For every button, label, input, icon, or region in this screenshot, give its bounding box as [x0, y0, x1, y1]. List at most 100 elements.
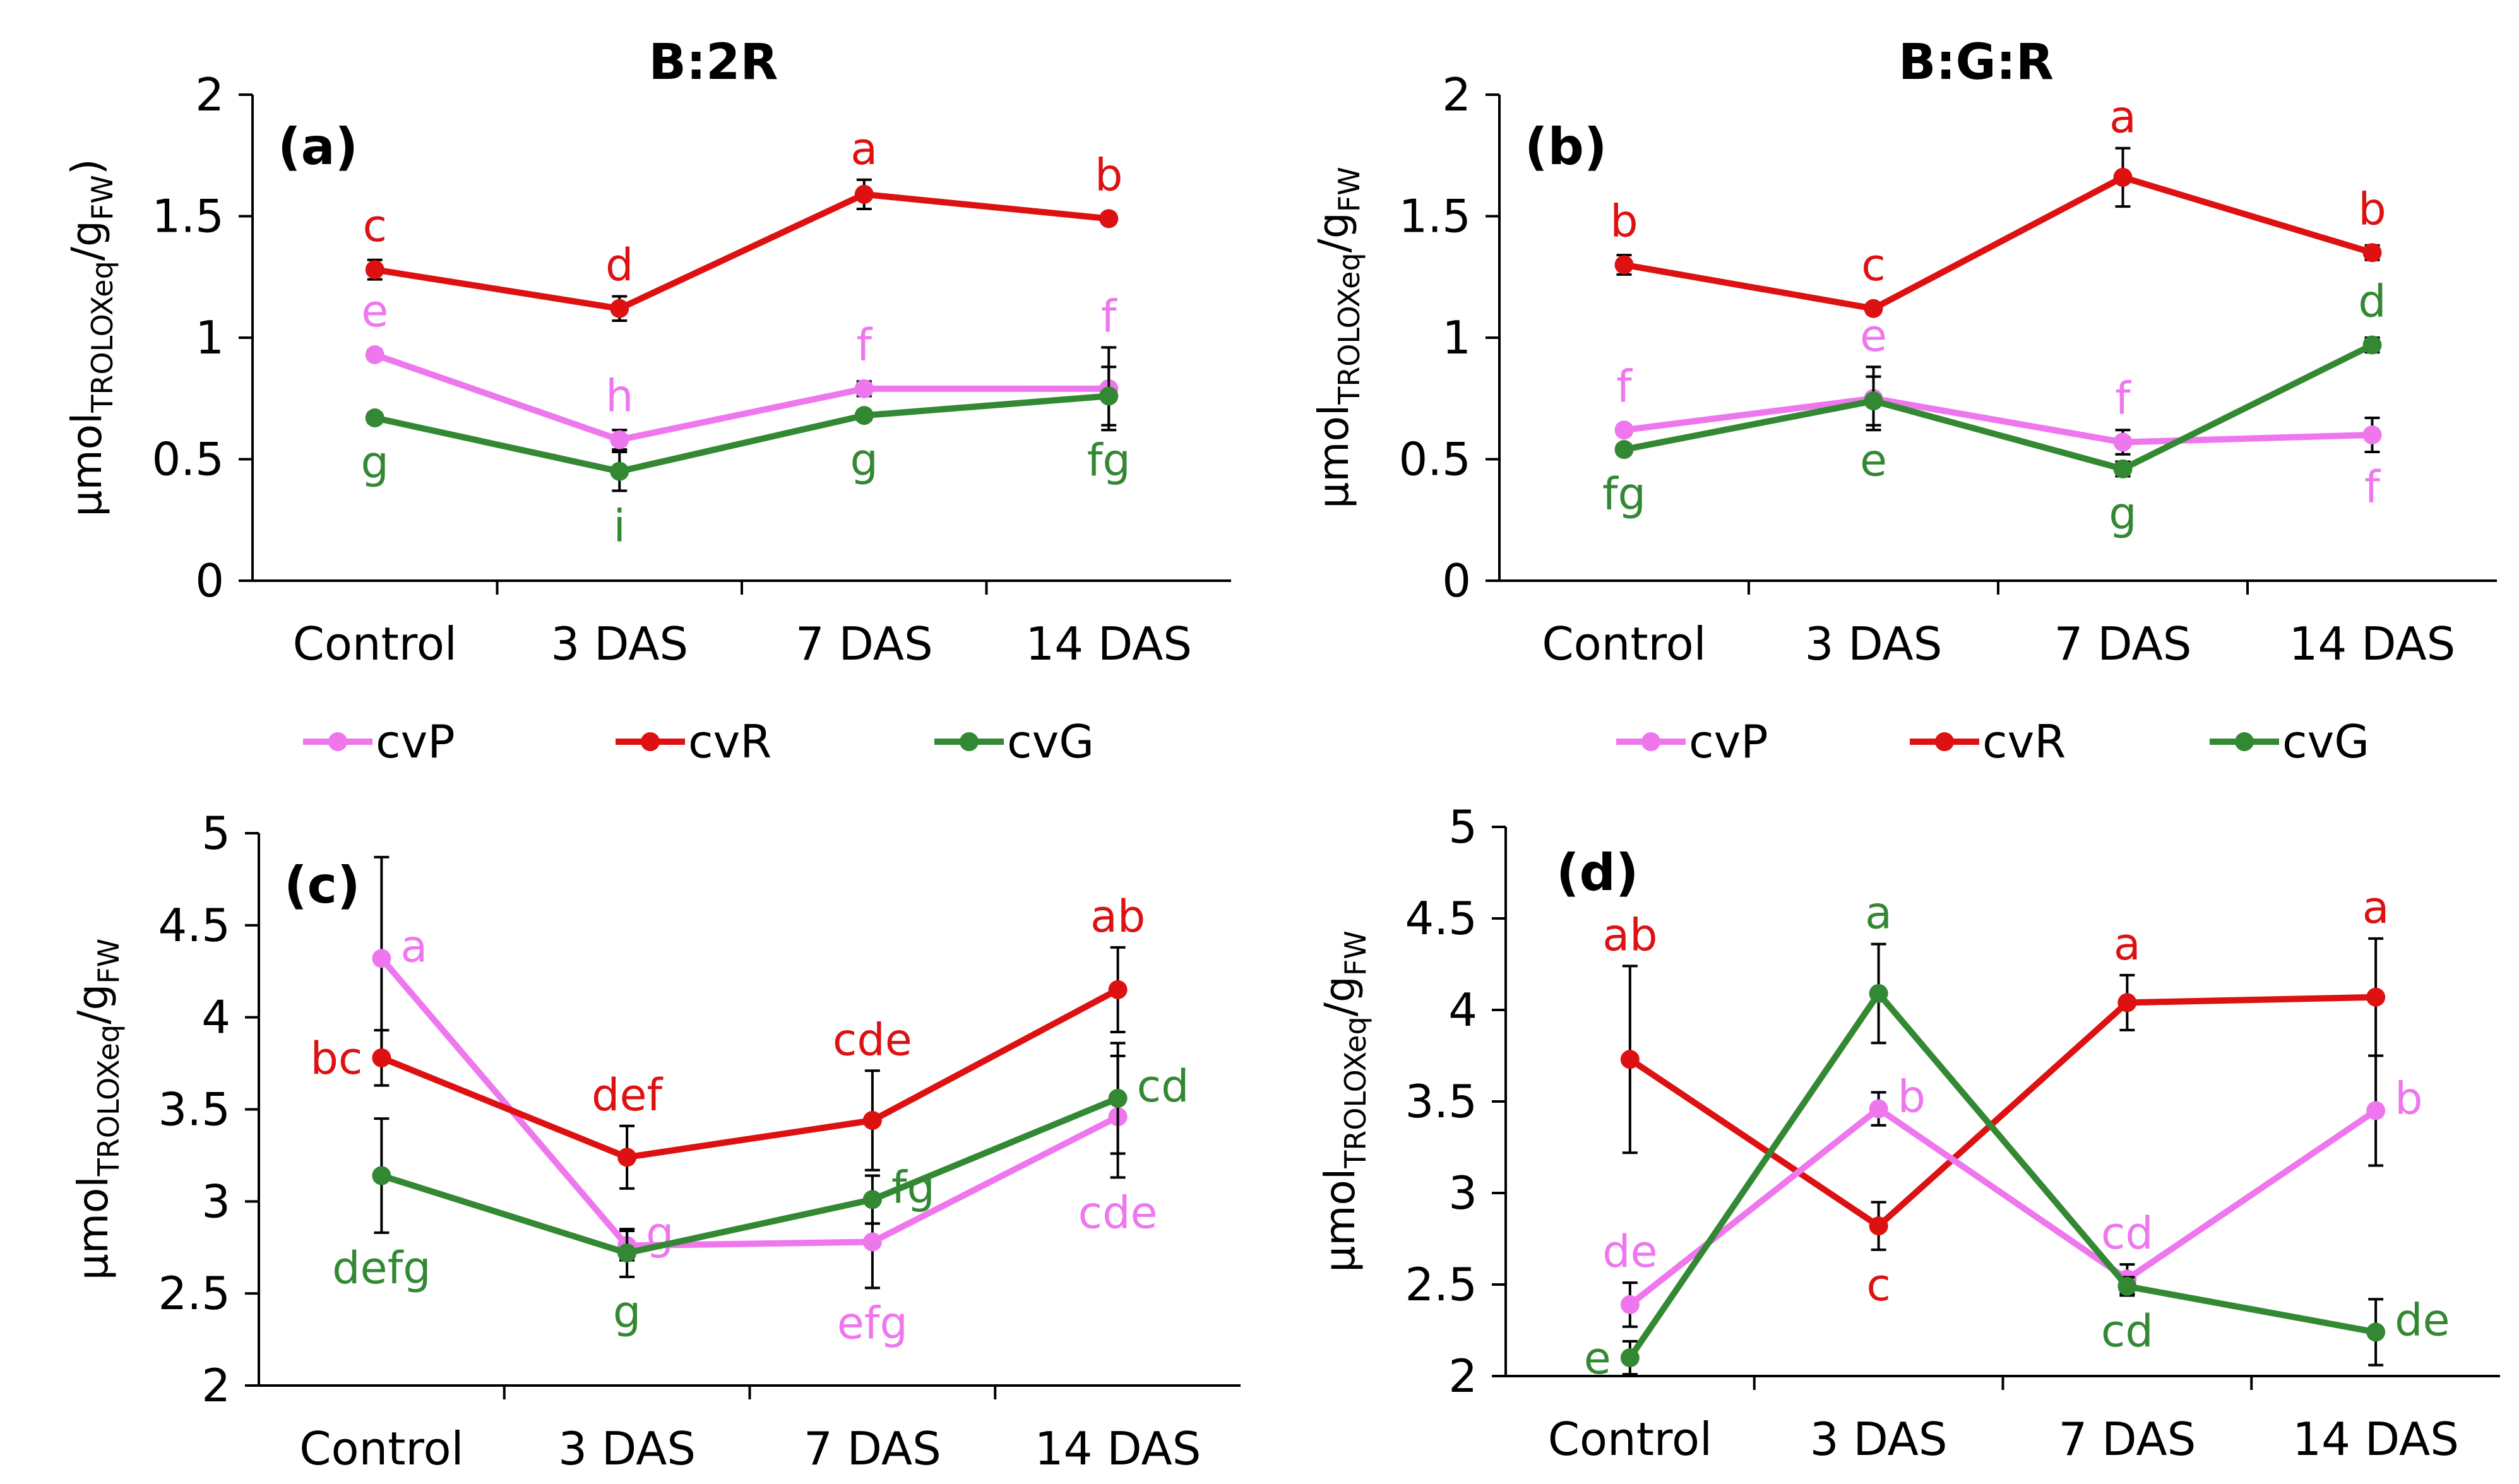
- data-point-cvR: [610, 299, 629, 318]
- data-point-cvG: [610, 461, 629, 481]
- legend-marker-cvG: [2235, 732, 2254, 751]
- y-tick-label: 2: [201, 1359, 230, 1412]
- significance-letter: d: [605, 239, 633, 291]
- data-point-cvP: [854, 379, 874, 398]
- series-cvG: g i g fg: [361, 365, 1131, 552]
- panel-label: (a): [278, 117, 358, 176]
- x-tick-label: 3 DAS: [558, 1422, 696, 1475]
- significance-letter: b: [1898, 1071, 1926, 1123]
- y-axis-label-part: /g: [1316, 976, 1364, 1016]
- data-point-cvP: [2362, 425, 2382, 444]
- data-point-cvR: [617, 1148, 637, 1167]
- chart-title: B:G:R: [1898, 34, 2054, 91]
- significance-letter: g: [361, 437, 389, 489]
- significance-letter: b: [2358, 183, 2386, 235]
- legend-marker-cvR: [1935, 732, 1954, 751]
- series-cvP: e h f f: [361, 285, 1119, 451]
- x-tick-label: 7 DAS: [804, 1422, 941, 1475]
- x-tick-label: 14 DAS: [2292, 1413, 2459, 1466]
- significance-letter: def: [592, 1069, 664, 1121]
- data-point-cvG: [2113, 459, 2133, 478]
- y-axis-label-part: μmol: [69, 1176, 117, 1280]
- legend-marker-cvP: [328, 732, 347, 751]
- data-point-cvP: [610, 430, 629, 449]
- x-tick-label: Control: [299, 1422, 463, 1475]
- data-point-cvP: [372, 949, 391, 968]
- significance-letter: cd: [1137, 1060, 1189, 1112]
- y-tick-label: 3: [1448, 1166, 1477, 1220]
- y-tick-label: 3.5: [1405, 1075, 1477, 1128]
- significance-letter: e: [1584, 1333, 1611, 1384]
- data-point-cvG: [2117, 1276, 2137, 1296]
- significance-letter: e: [361, 285, 388, 337]
- series-line-cvR: [374, 191, 1109, 312]
- significance-letter: d: [2358, 276, 2386, 328]
- y-axis-label-part: /g: [63, 220, 111, 261]
- y-tick-label: 1.5: [152, 190, 224, 243]
- significance-letter: bc: [310, 1033, 362, 1084]
- significance-letter: f: [2364, 461, 2381, 513]
- significance-letter: de: [2395, 1294, 2450, 1346]
- y-axis-label-part: ): [63, 158, 111, 175]
- y-tick-label: 2.5: [1405, 1258, 1477, 1311]
- significance-letter: cd: [2101, 1305, 2153, 1357]
- y-axis-label-subscript: TROLOXeq: [1338, 1016, 1373, 1168]
- chart-panel-1: 0 0.5 1 1.5 2 Control 3 DAS 7 DAS 14 DAS B:2R (a) μ…: [63, 34, 1231, 670]
- significance-letter: g: [2109, 488, 2136, 540]
- data-point-cvR: [1099, 209, 1119, 229]
- data-point-cvP: [1620, 1295, 1640, 1314]
- data-point-cvG: [617, 1244, 637, 1262]
- x-tick-label: 14 DAS: [1025, 617, 1192, 670]
- series-cvP: de b cd b: [1602, 1054, 2423, 1328]
- data-point-cvG: [1620, 1348, 1640, 1367]
- significance-letter: f: [1101, 290, 1117, 342]
- y-tick-label: 1: [195, 311, 224, 364]
- data-point-cvP: [1869, 1099, 1888, 1119]
- series-line-cvR: [380, 987, 1119, 1161]
- legend-marker-cvG: [960, 732, 979, 751]
- y-axis-label-subscript: TROLOXeq: [85, 261, 119, 413]
- significance-letter: g: [646, 1208, 674, 1259]
- x-tick-label: 7 DAS: [795, 617, 933, 670]
- y-axis-label: μmolTROLOXeq/gFW: [1309, 167, 1366, 509]
- data-point-cvG: [2362, 335, 2382, 355]
- series-line-cvR: [1628, 994, 2376, 1230]
- legend-marker-cvP: [1641, 732, 1660, 751]
- chart-panel-2: 0 0.5 1 1.5 2 Control 3 DAS 7 DAS 14 DAS B:G:R (b)…: [1309, 34, 2497, 670]
- data-point-cvR: [1864, 299, 1883, 318]
- y-tick-label: 2.5: [158, 1267, 230, 1320]
- series-cvR: bc def cde ab: [310, 891, 1145, 1190]
- series-line-cvG: [1627, 990, 2377, 1360]
- series-line-cvP: [379, 956, 1119, 1249]
- data-point-cvR: [2113, 167, 2133, 187]
- series-line-cvP: [374, 352, 1109, 443]
- significance-letter: a: [2362, 882, 2390, 934]
- y-tick-label: 2: [1442, 68, 1471, 121]
- y-tick-label: 1.5: [1398, 190, 1471, 243]
- y-axis-label-subscript: FW: [1338, 930, 1373, 976]
- significance-letter: c: [363, 200, 388, 252]
- data-point-cvR: [372, 1048, 391, 1067]
- data-point-cvG: [1869, 983, 1888, 1003]
- significance-letter: a: [400, 920, 427, 972]
- data-point-cvG: [1614, 440, 1634, 460]
- data-point-cvP: [1614, 420, 1634, 440]
- data-point-cvG: [365, 408, 384, 428]
- y-tick-label: 2: [195, 68, 224, 121]
- legend-label-cvP: cvP: [1689, 715, 1768, 768]
- data-point-cvR: [2362, 243, 2382, 263]
- series-line-cvP: [1628, 1105, 2378, 1307]
- legend-1: cvP cvR cvG: [303, 715, 1094, 768]
- y-axis-label-part: /g: [1309, 212, 1358, 252]
- y-tick-label: 1: [1442, 311, 1471, 364]
- chart-panel-3: 2 2.5 3 3.5 4 4.5 5 Control 3 DAS 7 DAS 14 DAS (c) μ…: [69, 807, 1241, 1475]
- y-tick-label: 0: [1442, 554, 1471, 607]
- data-point-cvP: [2113, 432, 2133, 452]
- data-point-cvR: [1108, 980, 1128, 999]
- significance-letter: fg: [1602, 468, 1646, 520]
- data-point-cvR: [365, 260, 384, 280]
- x-tick-label: 3 DAS: [551, 617, 688, 670]
- panel-label: (b): [1525, 117, 1607, 176]
